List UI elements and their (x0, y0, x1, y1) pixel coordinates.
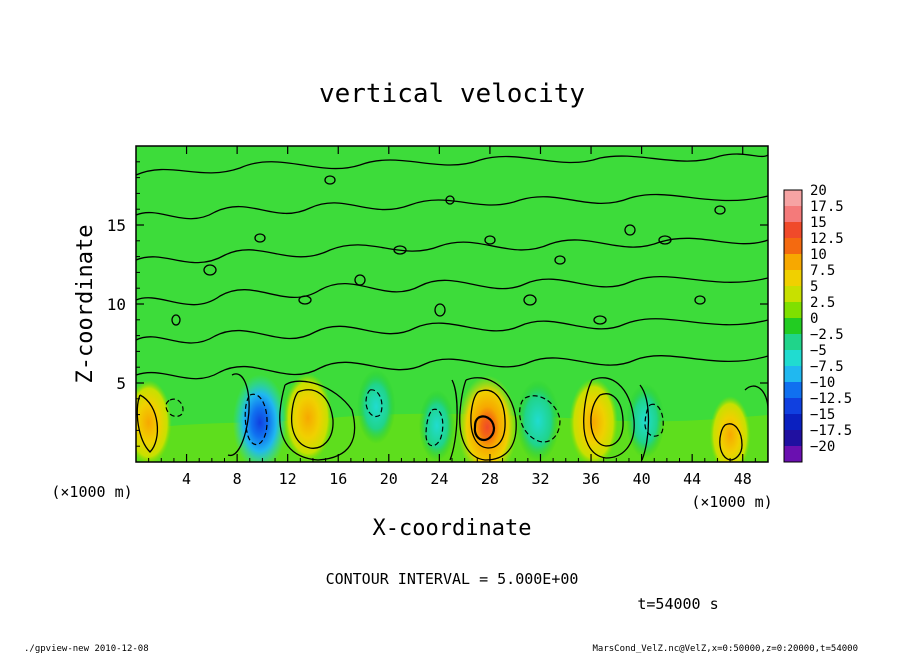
colorbar-label: 2.5 (810, 295, 835, 311)
colorbar-label: −12.5 (810, 391, 852, 407)
colorbar-swatch (784, 286, 802, 303)
colorbar-label: 10 (810, 247, 827, 263)
colorbar-label: 0 (810, 311, 818, 327)
colorbar-swatch (784, 270, 802, 287)
x-unit-label-left: (×1000 m) (51, 483, 132, 501)
velocity-cell-2 (232, 374, 287, 462)
colorbar-swatch (784, 350, 802, 367)
x-axis-label: X-coordinate (373, 516, 532, 541)
x-tick-label: 8 (233, 470, 242, 488)
colorbar-swatch (784, 190, 802, 207)
contour-lines (136, 153, 768, 462)
negative-contours (165, 389, 664, 447)
colorbar-swatch (784, 206, 802, 223)
chart-title: vertical velocity (319, 79, 585, 109)
velocity-cell-8 (569, 378, 618, 462)
x-tick-label: 44 (683, 470, 701, 488)
velocity-cell-7 (516, 380, 560, 462)
colorbar-label: 12.5 (810, 231, 844, 247)
colorbar-label: −15 (810, 407, 835, 423)
time-label: t=54000 s (637, 595, 718, 613)
colorbar-label: −10 (810, 375, 835, 391)
colorbar-swatch (784, 238, 802, 255)
colorbar-swatch (784, 414, 802, 431)
plot-area (136, 146, 768, 462)
y-tick-label: 5 (116, 374, 126, 393)
colorbar-swatch (784, 334, 802, 351)
colorbar-swatch (784, 446, 802, 463)
x-axis-ticks: 4 8 12 16 20 24 28 32 36 40 44 48 (148, 146, 756, 488)
footer-left-text: ./gpview-new 2010-12-08 (24, 644, 149, 654)
y-axis-label: Z-coordinate (73, 225, 98, 384)
x-tick-label: 16 (329, 470, 347, 488)
contour-interval-text: CONTOUR INTERVAL = 5.000E+00 (326, 570, 579, 588)
y-tick-label: 10 (107, 295, 126, 314)
colorbar-swatch (784, 222, 802, 239)
velocity-cell-6 (457, 375, 517, 462)
colorbar-label: −5 (810, 343, 827, 359)
colorbar-label: −17.5 (810, 423, 852, 439)
colorbar-label: −7.5 (810, 359, 844, 375)
x-unit-label-right: (×1000 m) (691, 493, 772, 511)
x-tick-label: 48 (734, 470, 752, 488)
x-tick-label: 20 (380, 470, 398, 488)
colorbar: 2017.51512.5107.552.50−2.5−5−7.5−10−12.5… (783, 183, 852, 463)
colorbar-swatch (784, 366, 802, 383)
x-tick-label: 36 (582, 470, 600, 488)
colorbar-label: −20 (810, 439, 835, 455)
x-tick-label: 12 (279, 470, 297, 488)
footer-right-text: MarsCond_VelZ.nc@VelZ,x=0:50000,z=0:2000… (592, 644, 858, 654)
colorbar-swatch (784, 318, 802, 335)
colorbar-label: 20 (810, 183, 827, 199)
x-tick-label: 4 (182, 470, 191, 488)
colorbar-label: 7.5 (810, 263, 835, 279)
x-tick-label: 24 (430, 470, 448, 488)
y-tick-label: 15 (107, 216, 126, 235)
y-axis-ticks: 5 10 15 (107, 161, 768, 447)
x-tick-label: 32 (531, 470, 549, 488)
colorbar-label: 17.5 (810, 199, 844, 215)
velocity-cell-1 (136, 379, 172, 462)
colorbar-frame (783, 189, 803, 463)
x-tick-label: 40 (633, 470, 651, 488)
velocity-cell-5 (418, 390, 455, 462)
velocity-cell-4 (356, 369, 396, 444)
colorbar-swatch (784, 302, 802, 319)
colorbar-swatch (784, 430, 802, 447)
colorbar-label: 5 (810, 279, 818, 295)
colorbar-label: 15 (810, 215, 827, 231)
colorbar-swatch (784, 398, 802, 415)
x-tick-label: 28 (481, 470, 499, 488)
colorbar-swatch (784, 382, 802, 399)
colorbar-label: −2.5 (810, 327, 844, 343)
colorbar-swatch (784, 254, 802, 271)
